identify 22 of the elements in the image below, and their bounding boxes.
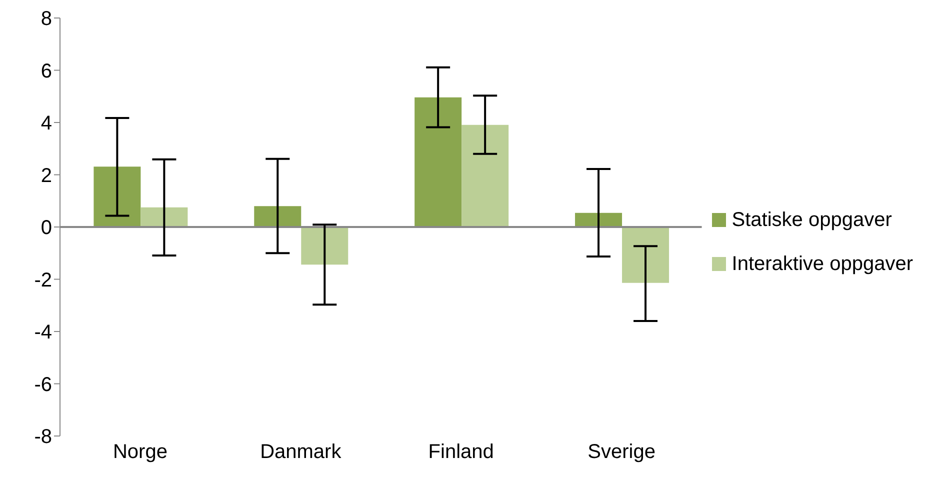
y-tick-label: -8 (34, 426, 52, 448)
bar (462, 124, 509, 227)
y-tick-label: -2 (34, 269, 52, 292)
legend-label: Interaktive oppgaver (732, 252, 913, 277)
bar (140, 207, 188, 227)
y-tick-label: 6 (40, 60, 52, 82)
y-tick-label: -4 (34, 322, 52, 344)
y-tick-label: 4 (40, 112, 52, 135)
bar (622, 227, 670, 283)
bar (94, 166, 141, 227)
bar (414, 97, 462, 227)
y-tick-label: 8 (40, 8, 52, 30)
x-tick-label: Sverige (588, 441, 656, 464)
bar (254, 206, 302, 227)
bar (301, 227, 348, 265)
x-tick-label: Norge (112, 441, 168, 464)
x-tick-label: Finland (428, 441, 494, 464)
y-tick-label: 0 (40, 217, 52, 240)
y-tick-label: 2 (40, 164, 52, 187)
legend-label: Statiske oppgaver (732, 208, 892, 233)
y-tick-label: -6 (34, 374, 52, 396)
x-tick-label: Danmark (260, 441, 342, 464)
